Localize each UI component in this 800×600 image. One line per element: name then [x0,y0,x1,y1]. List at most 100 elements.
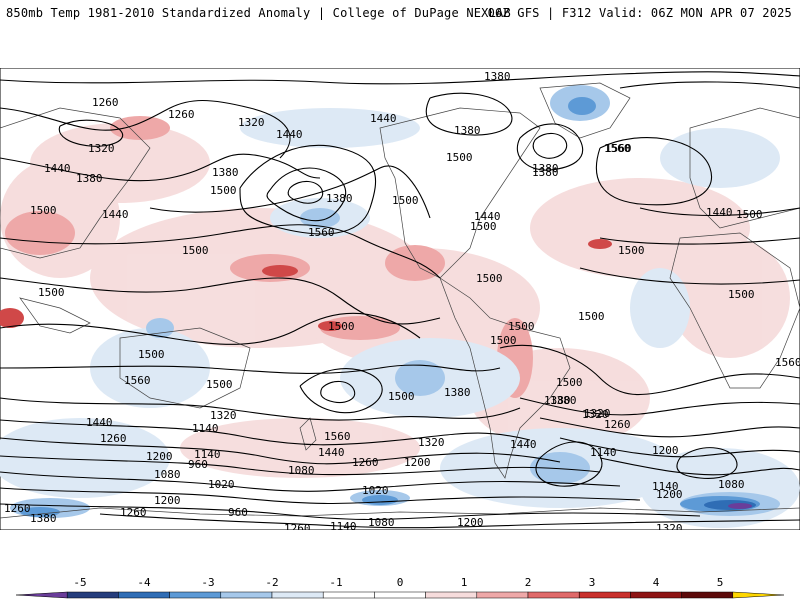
contour-label: 1260 [168,108,195,121]
contour-label: 1440 [706,206,733,219]
contour-label: 1200 [457,516,484,529]
header-bar: 850mb Temp 1981-2010 Standardized Anomal… [0,0,800,28]
colorbar-tick-label: 0 [397,576,404,589]
contour-label: 1260 [120,506,147,519]
colorbar-tick-label: 2 [525,576,532,589]
colorbar-segment [578,591,631,599]
contour-label: 1320 [210,409,237,422]
colorbar-tick-label: -3 [201,576,214,589]
contour-label: 1560 [775,356,800,369]
contour-label: 1560 [124,374,151,387]
colorbar-tick-label: -4 [137,576,151,589]
colorbar-segment [732,591,785,599]
contour-label: 1500 [388,390,415,403]
contour-label: 1380 [326,192,353,205]
contour-label: 1500 [490,334,517,347]
contour-label: 1560 [324,430,351,443]
contour-label: 1500 [476,272,503,285]
colorbar-segment [66,591,119,599]
colorbar-tick-label: 5 [717,576,724,589]
contour-label: 1440 [102,208,129,221]
contour-label: 1500 [736,208,763,221]
contour-label: 1380 [454,124,481,137]
contour-label: 1080 [288,464,315,477]
contour-label: 1380 [550,394,577,407]
anomaly-map: 1380 1260 1260 1320 1440 1320 1440 1380 … [0,68,800,530]
contour-label: 1140 [192,422,219,435]
colorbar-tick-labels: -5 -4 -3 -2 -1 0 1 2 3 4 5 [73,576,723,589]
contour-label: 1320 [238,116,265,129]
height-contours [0,71,800,529]
colorbar-segment [322,591,375,599]
contour-label: 1380 [76,172,103,185]
colorbar-segment [118,591,170,599]
colorbar-segment [630,591,682,599]
contour-label: 1380 [444,386,471,399]
contour-label: 1380 [532,166,559,179]
colorbar-tick-label: -2 [265,576,278,589]
contour-label: 1560 [604,142,631,155]
colorbar-segment [169,591,222,599]
model-run-info: 06Z GFS | F312 Valid: 06Z MON APR 07 202… [487,6,792,20]
contour-label: 1440 [370,112,397,125]
map-title: 850mb Temp 1981-2010 Standardized Anomal… [6,6,511,20]
contour-label: 1260 [284,522,311,530]
contour-label: 1320 [582,408,609,421]
contour-label: 1320 [88,142,115,155]
colorbar-segment [15,591,68,599]
contour-label: 1200 [154,494,181,507]
contour-label: 1140 [652,480,679,493]
contour-label: 1440 [44,162,71,175]
contour-label: 1380 [532,162,559,175]
colorbar-tick-label: 1 [461,576,468,589]
contour-label: 1440 [276,128,303,141]
contour-label: 1320 [584,407,611,420]
contour-label: 1440 [510,438,537,451]
colorbar-segment [271,591,324,599]
colorbar-tick-label: 3 [589,576,596,589]
contour-label: 1200 [146,450,173,463]
colorbar-segment [527,591,580,599]
contour-label: 1140 [194,448,221,461]
contour-label: 1320 [418,436,445,449]
contour-label: 1500 [210,184,237,197]
contour-label: 1500 [446,151,473,164]
colorbar-segments [15,591,785,599]
contour-label: 1020 [208,478,235,491]
contour-label: 1500 [38,286,65,299]
contour-label: 1380 [212,166,239,179]
colorbar-segment [374,591,426,599]
contour-label: 1500 [508,320,535,333]
contour-label: 1440 [86,416,113,429]
contour-label: 1260 [92,96,119,109]
colorbar-segment [425,591,478,599]
contour-label: 1380 [30,512,57,525]
contour-label: 1200 [652,444,679,457]
contour-label: 1080 [368,516,395,529]
contour-label: 1080 [154,468,181,481]
contour-label: 1560 [308,226,335,239]
contour-label: 960 [188,458,208,471]
contour-label: 1500 [328,320,355,333]
contour-label: 1380 [484,70,511,83]
contour-label: 1500 [556,376,583,389]
contour-label: 1200 [404,456,431,469]
coastlines [0,82,800,519]
contour-label: 1560 [605,142,632,155]
contour-label: 1440 [474,210,501,223]
contour-label: 1500 [728,288,755,301]
contour-label: 1200 [656,488,683,501]
colorbar-segment [220,591,273,599]
contour-label: 1500 [138,348,165,361]
contour-label: 1260 [352,456,379,469]
contour-label: 1260 [604,418,631,431]
colorbar-segment [681,591,734,599]
contour-label: 1380 [544,394,571,407]
colorbar-tick-label: 4 [653,576,660,589]
contour-label: 1140 [330,520,357,530]
contour-label: 1500 [206,378,233,391]
contour-label: 1500 [618,244,645,257]
colorbar-tick-label: -1 [329,576,342,589]
contour-label: 1260 [100,432,127,445]
colorbar-segment [476,591,529,599]
